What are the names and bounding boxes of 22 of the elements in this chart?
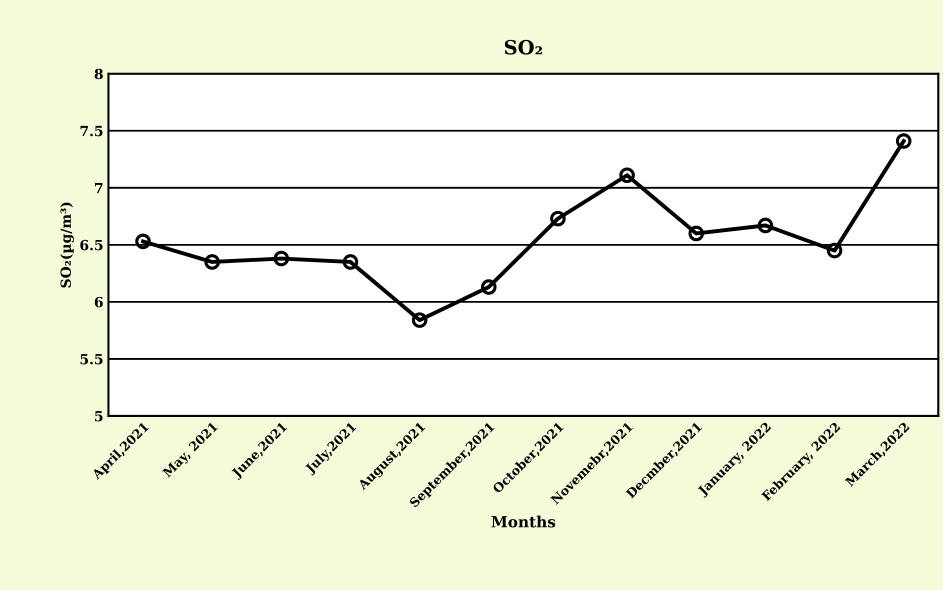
y-tick-label: 7.5: [80, 126, 103, 136]
point: [412, 312, 428, 328]
x-axis-title: Months: [492, 516, 556, 528]
y-tick-label: 8: [94, 68, 103, 80]
point: [896, 133, 912, 149]
point: [619, 167, 635, 184]
y-tick-label: 6.5: [80, 240, 103, 250]
chart-title: SO₂: [504, 40, 542, 55]
point: [204, 254, 220, 270]
point: [135, 234, 151, 250]
y-tick-label: 5: [95, 411, 103, 422]
point: [342, 254, 358, 270]
y-tick-label: 6: [94, 296, 103, 308]
point: [688, 226, 704, 242]
point: [274, 250, 290, 266]
point: [826, 242, 842, 258]
point: [481, 279, 497, 295]
point: [550, 210, 566, 226]
y-tick-label: 5.5: [80, 354, 103, 364]
y-axis-title: SO₂(µg/m³): [60, 202, 74, 288]
point: [758, 218, 774, 234]
y-tick-label: 7: [95, 182, 102, 194]
